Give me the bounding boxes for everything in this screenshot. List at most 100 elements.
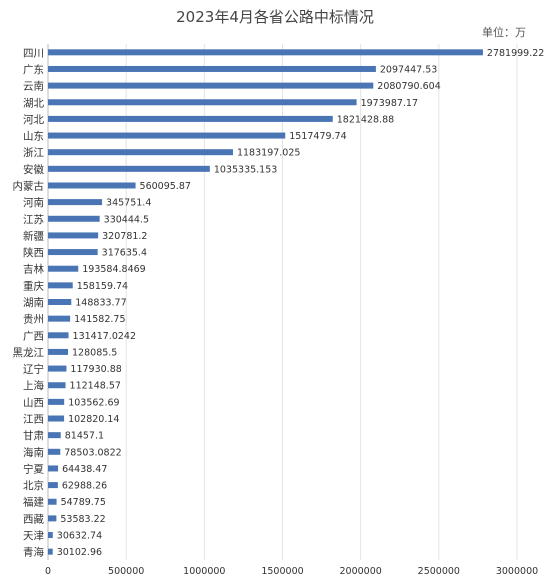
value-label: 30632.74 <box>57 531 102 542</box>
category-label: 安徽 <box>23 163 44 176</box>
category-label: 黑龙江 <box>13 346 45 359</box>
category-label: 河南 <box>23 196 44 209</box>
value-label: 317635.4 <box>102 248 147 259</box>
bar <box>48 315 71 322</box>
bar <box>48 199 103 206</box>
bar <box>48 265 79 272</box>
bar <box>48 365 67 372</box>
bars <box>48 49 483 555</box>
x-tick-label: 3000000 <box>496 566 538 577</box>
category-label: 河北 <box>23 114 44 126</box>
value-label: 54789.75 <box>61 497 106 508</box>
category-label: 海南 <box>23 446 44 459</box>
category-label: 江西 <box>23 414 44 426</box>
bar <box>48 49 483 56</box>
category-label: 云南 <box>23 80 44 93</box>
bar <box>48 299 72 305</box>
bar <box>48 548 53 555</box>
bar <box>48 515 57 522</box>
bar <box>48 448 61 455</box>
category-label: 四川 <box>23 47 44 59</box>
value-label: 1183197.025 <box>237 148 300 159</box>
category-label: 湖北 <box>23 97 44 109</box>
x-tick-label: 500000 <box>108 566 144 577</box>
value-label: 158159.74 <box>77 281 128 292</box>
category-label: 新疆 <box>23 229 44 242</box>
category-label: 北京 <box>23 479 44 492</box>
category-label: 青海 <box>23 546 44 559</box>
value-label: 141582.75 <box>74 314 125 325</box>
category-label: 浙江 <box>23 147 44 159</box>
chart-title: 2023年4月各省公路中标情况 <box>176 8 374 26</box>
bar <box>48 532 53 539</box>
x-tick-label: 2000000 <box>340 566 382 577</box>
value-label: 560095.87 <box>140 181 191 192</box>
bar <box>48 99 357 106</box>
bar <box>48 149 233 156</box>
bar <box>48 215 100 222</box>
value-label: 112148.57 <box>70 381 121 392</box>
bar <box>48 282 73 289</box>
bar <box>48 249 98 256</box>
bar <box>48 382 66 389</box>
bar <box>48 65 376 72</box>
category-label: 山东 <box>23 130 44 143</box>
value-label: 1517479.74 <box>289 131 346 142</box>
value-label: 81457.1 <box>65 431 104 442</box>
value-label: 30102.96 <box>57 547 102 558</box>
value-label: 117930.88 <box>70 364 121 375</box>
category-label: 辽宁 <box>23 363 44 376</box>
bar <box>48 348 69 355</box>
value-label: 193584.8469 <box>82 264 145 275</box>
category-label: 湖南 <box>23 296 44 309</box>
value-label: 102820.14 <box>68 414 119 425</box>
gridlines <box>47 44 518 560</box>
category-label: 内蒙古 <box>13 179 45 192</box>
value-label: 131417.0242 <box>73 331 136 342</box>
category-label: 福建 <box>23 496 44 509</box>
bar <box>48 182 136 189</box>
bar <box>48 482 58 489</box>
value-label: 2080790.604 <box>377 81 440 92</box>
bar <box>48 465 59 472</box>
category-labels: 四川广东云南湖北河北山东浙江安徽内蒙古河南江苏新疆陕西吉林重庆湖南贵州广西黑龙江… <box>13 47 45 558</box>
bar <box>48 498 57 505</box>
value-label: 1973987.17 <box>361 98 418 109</box>
value-labels: 2781999.22 2097447.53 2080790.604 1973987.1… <box>57 48 545 558</box>
category-label: 陕西 <box>23 246 44 259</box>
bar <box>48 415 65 422</box>
value-label: 53583.22 <box>60 514 105 525</box>
category-label: 江苏 <box>23 213 44 226</box>
category-label: 西藏 <box>23 513 44 525</box>
value-label: 148833.77 <box>75 298 126 309</box>
bar <box>48 398 65 405</box>
category-label: 吉林 <box>23 263 44 276</box>
value-label: 1035335.153 <box>214 164 277 175</box>
x-tick-label: 1000000 <box>183 566 225 577</box>
category-label: 上海 <box>23 379 44 392</box>
category-label: 重庆 <box>23 279 44 292</box>
value-label: 1821428.88 <box>337 114 394 125</box>
category-label: 天津 <box>23 530 44 542</box>
x-tick-label: 0 <box>45 566 51 577</box>
category-label: 贵州 <box>23 313 44 326</box>
category-label: 广东 <box>23 63 44 76</box>
category-label: 甘肃 <box>23 429 44 442</box>
bar <box>48 332 69 339</box>
bar <box>48 432 61 439</box>
value-label: 2097447.53 <box>380 64 437 75</box>
value-label: 2781999.22 <box>487 48 544 59</box>
category-label: 广西 <box>23 330 44 342</box>
value-label: 128085.5 <box>72 347 117 358</box>
value-label: 103562.69 <box>68 397 119 408</box>
x-tick-label: 1500000 <box>261 566 303 577</box>
bar <box>48 165 210 172</box>
value-label: 64438.47 <box>62 464 107 475</box>
value-label: 345751.4 <box>106 198 151 209</box>
x-tick-label: 2500000 <box>418 566 460 577</box>
category-label: 山西 <box>23 397 44 409</box>
value-label: 62988.26 <box>62 481 107 492</box>
bar <box>48 115 333 122</box>
bar <box>48 232 99 239</box>
